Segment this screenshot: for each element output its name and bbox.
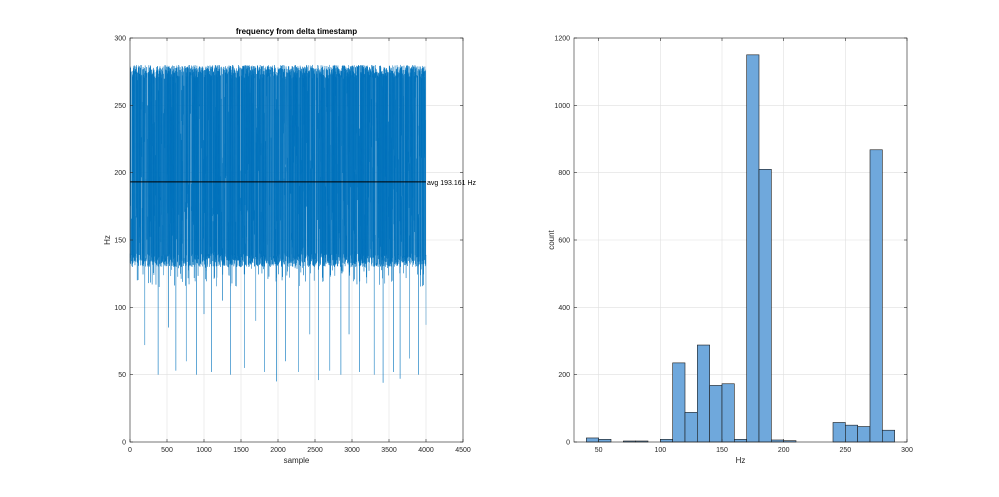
y-tick-label: 1000 [554,103,570,110]
y-tick-label: 50 [118,372,126,379]
x-axis-label: sample [284,456,310,465]
histogram-bar [734,439,747,443]
y-tick-label: 100 [114,305,126,312]
histogram-bar [660,439,673,443]
x-tick-label: 2000 [270,447,286,454]
y-tick-label: 300 [114,36,126,43]
x-tick-label: 4000 [418,447,434,454]
y-axis-label: Hz [103,235,112,245]
y-tick-label: 200 [114,170,126,177]
y-tick-label: 400 [558,305,570,312]
x-tick-label: 100 [654,447,666,454]
y-tick-label: 600 [558,238,570,245]
y-axis-label: count [547,229,556,249]
histogram-bar [721,383,735,443]
x-tick-label: 50 [595,447,603,454]
chart-title: frequency from delta timestamp [236,27,357,36]
y-tick-label: 200 [558,372,570,379]
ticks: 50 100 150 200 250 300 0 200 400 600 800 1000 1200 [554,36,913,455]
series-line [129,64,427,383]
x-tick-label: 200 [778,447,790,454]
histogram-bar [845,424,858,443]
x-tick-label: 2500 [307,447,323,454]
histogram-bar [771,439,784,443]
x-tick-label: 300 [901,447,913,454]
avg-annotation: avg 193.161 Hz [427,180,477,187]
x-tick-label: 500 [161,447,173,454]
y-tick-label: 800 [558,170,570,177]
histogram-bar [672,362,686,443]
x-tick-label: 3500 [381,447,397,454]
ticks: 0 500 1000 1500 2000 2500 3000 3500 4000 4500 0 50 1… [114,36,471,455]
x-tick-label: 0 [128,447,132,454]
histogram-bar [598,439,612,443]
x-tick-label: 250 [839,447,851,454]
x-tick-label: 3000 [344,447,360,454]
x-tick-label: 150 [716,447,728,454]
histogram-bar [758,169,772,443]
histogram-bar [857,426,871,443]
histogram-bar [586,437,599,443]
histogram-bar [746,54,760,443]
histogram-bar [869,149,883,443]
histogram-bar [684,412,698,443]
histogram-bar [832,422,846,443]
histogram-bar [697,344,710,443]
histogram-bar [709,385,723,443]
line-axes: avg 193.161 Hz 0 500 1000 1500 2000 2500 3000 3… [103,27,477,465]
histogram-bar [882,429,895,443]
histogram-axes: 50 100 150 200 250 300 0 200 400 600 800 1000 1200 H… [547,36,913,466]
y-tick-label: 250 [114,103,126,110]
x-tick-label: 1500 [233,447,249,454]
y-tick-label: 0 [122,440,126,447]
x-tick-label: 1000 [196,447,212,454]
y-tick-label: 0 [566,440,570,447]
y-tick-label: 1200 [554,36,570,43]
y-tick-label: 150 [114,238,126,245]
series-frequency [129,64,427,383]
x-axis-label: Hz [736,456,746,465]
histogram-bars [586,54,895,443]
x-tick-label: 4500 [455,447,471,454]
